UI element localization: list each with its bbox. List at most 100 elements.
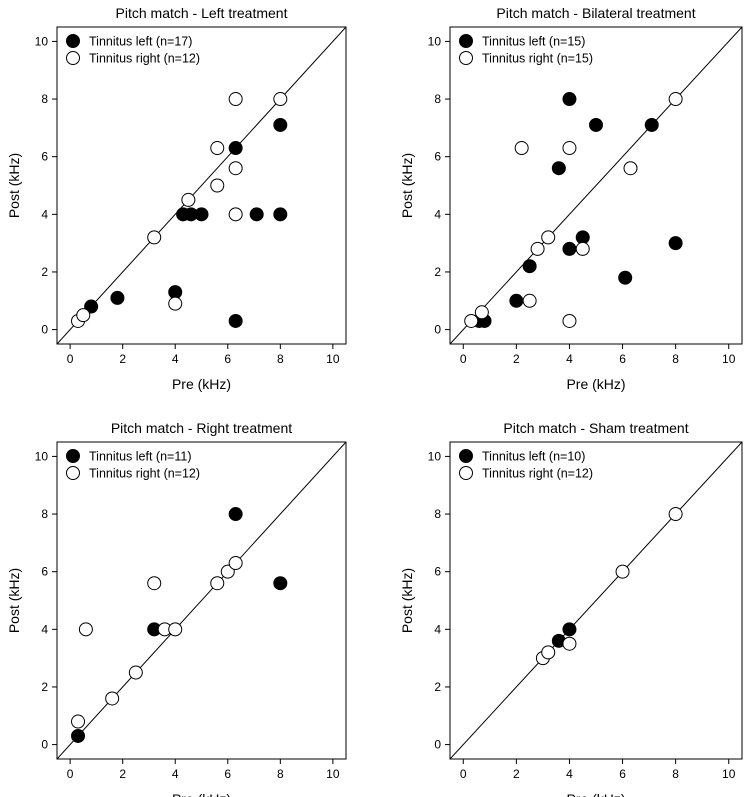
y-tick-label: 8 — [434, 507, 441, 521]
x-axis-label: Pre (kHz) — [172, 791, 231, 797]
legend-label: Tinnitus right (n=12) — [89, 467, 200, 481]
x-axis-label: Pre (kHz) — [566, 791, 625, 797]
data-point-right — [474, 305, 489, 320]
data-point-right — [210, 141, 225, 156]
plot-frame — [449, 441, 743, 760]
data-point-right — [228, 161, 243, 176]
y-tick-label: 4 — [41, 207, 48, 221]
data-point-right — [210, 576, 225, 591]
y-tick-label: 10 — [428, 449, 442, 463]
data-point-left — [644, 117, 659, 132]
data-point-left — [562, 622, 577, 637]
data-point-left — [562, 92, 577, 107]
data-point-right — [615, 564, 630, 579]
plot-frame — [449, 26, 743, 345]
data-point-right — [464, 313, 479, 328]
data-point-right — [562, 636, 577, 651]
data-point-left — [110, 290, 125, 305]
x-tick-label: 4 — [566, 767, 573, 781]
data-point-left — [562, 241, 577, 256]
chart-title: Pitch match - Bilateral treatment — [496, 5, 695, 21]
chart-panel-4: Pitch match - Sham treatment 0 2 4 6 8 10 0 2 4 6 8… — [399, 420, 743, 797]
data-point-left — [273, 117, 288, 132]
data-point-right — [105, 691, 120, 706]
data-point-left — [84, 299, 99, 314]
legend-marker — [459, 466, 473, 480]
data-point-left — [228, 313, 243, 328]
data-point-right — [668, 507, 683, 522]
data-point-left — [249, 207, 264, 222]
y-tick-label: 0 — [434, 738, 441, 752]
x-tick-label: 4 — [566, 352, 573, 366]
data-point-right — [71, 714, 86, 729]
x-tick-label: 10 — [326, 767, 340, 781]
x-tick-label: 0 — [460, 352, 467, 366]
x-tick-label: 2 — [119, 352, 126, 366]
y-tick-label: 0 — [41, 323, 48, 337]
legend-label: Tinnitus left (n=17) — [89, 35, 192, 49]
identity-line — [57, 442, 346, 759]
data-point-right — [210, 178, 225, 193]
x-tick-label: 0 — [67, 767, 74, 781]
data-point-right — [562, 141, 577, 156]
chart-panel-1: Pitch match - Left treatment 0 2 4 6 8 10 0 2 4 6 8… — [6, 5, 347, 392]
data-point-right — [228, 207, 243, 222]
data-point-left — [618, 270, 633, 285]
data-point-right — [147, 230, 162, 245]
data-point-left — [589, 117, 603, 132]
y-tick-label: 6 — [41, 150, 48, 164]
y-tick-label: 4 — [41, 622, 48, 636]
legend-label: Tinnitus left (n=11) — [89, 450, 191, 464]
data-point-right — [168, 296, 183, 311]
y-axis-label: Post (kHz) — [6, 153, 22, 218]
x-tick-label: 10 — [722, 352, 736, 366]
data-point-right — [522, 293, 537, 308]
y-tick-label: 0 — [41, 738, 48, 752]
y-tick-label: 6 — [434, 150, 441, 164]
chart-title: Pitch match - Sham treatment — [503, 420, 688, 436]
plot-frame — [56, 26, 347, 345]
data-point-right — [147, 576, 162, 591]
data-point-right — [530, 241, 545, 256]
x-tick-label: 2 — [513, 352, 520, 366]
x-tick-label: 6 — [224, 352, 231, 366]
y-tick-label: 6 — [41, 565, 48, 579]
x-axis-label: Pre (kHz) — [566, 376, 625, 392]
y-tick-label: 10 — [35, 34, 49, 48]
data-point-right — [228, 92, 243, 107]
plot-frame — [56, 441, 347, 760]
data-point-right — [541, 645, 556, 660]
y-axis-label: Post (kHz) — [399, 568, 415, 633]
legend-marker — [66, 34, 80, 48]
x-tick-label: 8 — [277, 352, 284, 366]
x-tick-label: 4 — [172, 352, 179, 366]
chart-panel-2: Pitch match - Bilateral treatment 0 2 4 6 8 10… — [399, 5, 743, 392]
chart-panel-3: Pitch match - Right treatment 0 2 4 6 8 10 0 2 4 6… — [6, 420, 347, 797]
y-tick-label: 8 — [41, 92, 48, 106]
legend-label: Tinnitus right (n=15) — [482, 52, 593, 66]
x-tick-label: 6 — [619, 352, 626, 366]
data-point-right — [623, 161, 638, 176]
y-axis-label: Post (kHz) — [6, 568, 22, 633]
data-point-right — [128, 665, 143, 680]
x-tick-label: 0 — [67, 352, 74, 366]
identity-line — [450, 442, 742, 759]
data-point-right — [228, 556, 243, 571]
x-tick-label: 8 — [672, 352, 679, 366]
data-point-right — [514, 141, 529, 156]
data-point-right — [575, 241, 590, 256]
legend-marker — [66, 466, 80, 480]
legend-marker — [66, 449, 80, 463]
legend-marker — [459, 51, 473, 65]
data-point-left — [71, 728, 86, 743]
x-tick-label: 6 — [224, 767, 231, 781]
legend-label: Tinnitus left (n=15) — [482, 35, 585, 49]
legend-label: Tinnitus left (n=10) — [482, 450, 585, 464]
legend-marker — [66, 51, 80, 65]
data-point-right — [668, 92, 683, 107]
legend-label: Tinnitus right (n=12) — [482, 467, 593, 481]
chart-title: Pitch match - Left treatment — [116, 5, 288, 21]
y-tick-label: 2 — [434, 265, 441, 279]
y-tick-label: 8 — [41, 507, 48, 521]
